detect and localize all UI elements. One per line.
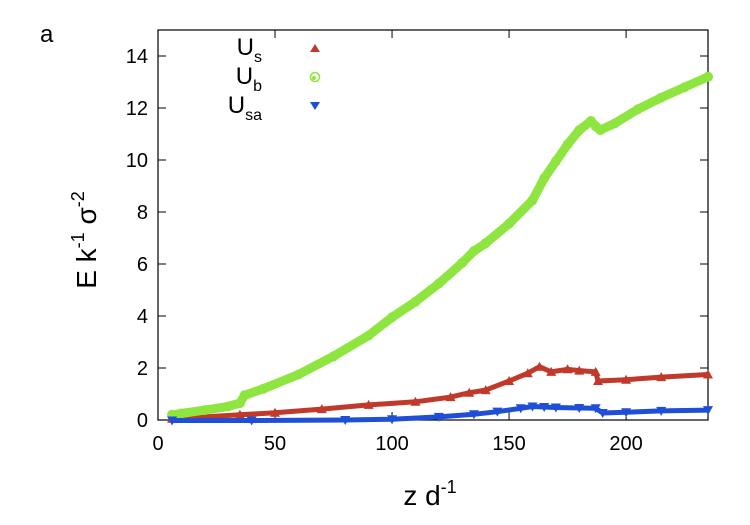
data-point: [199, 405, 210, 416]
data-point: [433, 412, 444, 422]
data-point: [468, 410, 479, 420]
x-axis-ticks: 0 50 100 150 200: [152, 30, 643, 455]
data-point: [504, 218, 515, 229]
data-point: [239, 390, 250, 401]
data-point: [363, 330, 374, 341]
x-tick-label: 150: [492, 433, 525, 455]
data-point: [534, 361, 545, 371]
data-point: [410, 296, 421, 307]
data-point: [468, 246, 479, 256]
data-point: [590, 366, 601, 376]
data-point: [621, 408, 632, 418]
data-point: [363, 399, 374, 409]
panel-label: a: [40, 21, 54, 48]
y-axis-ticks: 0 2 4 6 8 10 12 14: [126, 46, 708, 432]
y-tick-label: 6: [137, 254, 148, 276]
y-tick-label: 12: [126, 98, 148, 120]
data-point: [562, 364, 573, 374]
data-point: [574, 125, 585, 136]
legend-label: Us: [237, 34, 262, 66]
data-point: [223, 401, 234, 412]
data-point: [703, 71, 713, 82]
legend-label: Usa: [228, 92, 262, 124]
legend-marker: [310, 44, 320, 52]
data-point: [433, 278, 444, 289]
data-point: [234, 409, 245, 419]
data-point: [527, 402, 538, 412]
x-axis-title: z d-1: [403, 477, 456, 511]
data-point: [492, 407, 503, 417]
legend-label: Ub: [236, 63, 262, 95]
data-point: [703, 369, 713, 379]
data-point: [593, 376, 603, 385]
y-tick-label: 4: [137, 306, 148, 328]
data-point: [656, 372, 667, 382]
data-point: [387, 312, 398, 323]
data-point: [270, 407, 281, 417]
data-point: [539, 403, 550, 412]
data-point: [480, 385, 491, 395]
data-point: [539, 173, 550, 184]
data-point: [457, 257, 468, 268]
data-point: [234, 398, 245, 409]
x-tick-label: 0: [152, 433, 163, 455]
plot-frame: [157, 29, 709, 421]
data-point: [340, 416, 351, 425]
x-tick-label: 200: [609, 433, 642, 455]
data-point: [595, 125, 606, 136]
data-point: [597, 408, 608, 418]
y-tick-label: 10: [126, 150, 148, 172]
y-axis-title: E k-1 σ-2: [68, 191, 102, 289]
data-point: [656, 92, 667, 103]
data-point: [316, 404, 327, 414]
series-layer: [167, 71, 713, 426]
data-point: [550, 403, 561, 413]
data-point: [293, 369, 304, 380]
data-point: [258, 383, 269, 394]
data-point: [328, 351, 339, 362]
legend-marker: [310, 102, 320, 110]
data-point: [703, 406, 713, 416]
data-point: [550, 156, 561, 167]
data-point: [445, 392, 456, 402]
data-point: [574, 365, 585, 375]
data-point: [504, 376, 515, 385]
data-point: [167, 416, 178, 426]
data-point: [590, 404, 601, 414]
y-tick-label: 0: [137, 410, 148, 432]
data-point: [410, 396, 421, 406]
series-u-b: [167, 71, 713, 420]
data-point: [621, 374, 632, 384]
data-point: [480, 238, 491, 249]
data-point: [522, 368, 533, 378]
legend-marker: [309, 71, 321, 83]
data-point: [562, 139, 573, 150]
series-line: [167, 72, 713, 420]
data-point: [609, 118, 620, 129]
data-point: [574, 404, 585, 414]
data-point: [246, 416, 257, 426]
x-tick-label: 100: [375, 433, 408, 455]
plot-border: [157, 29, 709, 421]
y-tick-label: 8: [137, 202, 148, 224]
data-point: [387, 415, 398, 425]
data-point: [679, 82, 690, 93]
data-point: [176, 408, 187, 419]
data-point: [656, 406, 667, 416]
y-tick-label: 14: [126, 46, 148, 68]
x-tick-label: 50: [264, 433, 286, 455]
data-point: [515, 404, 526, 414]
series-u-sa: [167, 402, 713, 426]
data-point: [546, 366, 557, 376]
data-point: [464, 387, 475, 397]
y-tick-label: 2: [137, 358, 148, 380]
data-point: [632, 104, 643, 115]
data-point: [527, 195, 538, 206]
legend-marker: [312, 76, 316, 80]
